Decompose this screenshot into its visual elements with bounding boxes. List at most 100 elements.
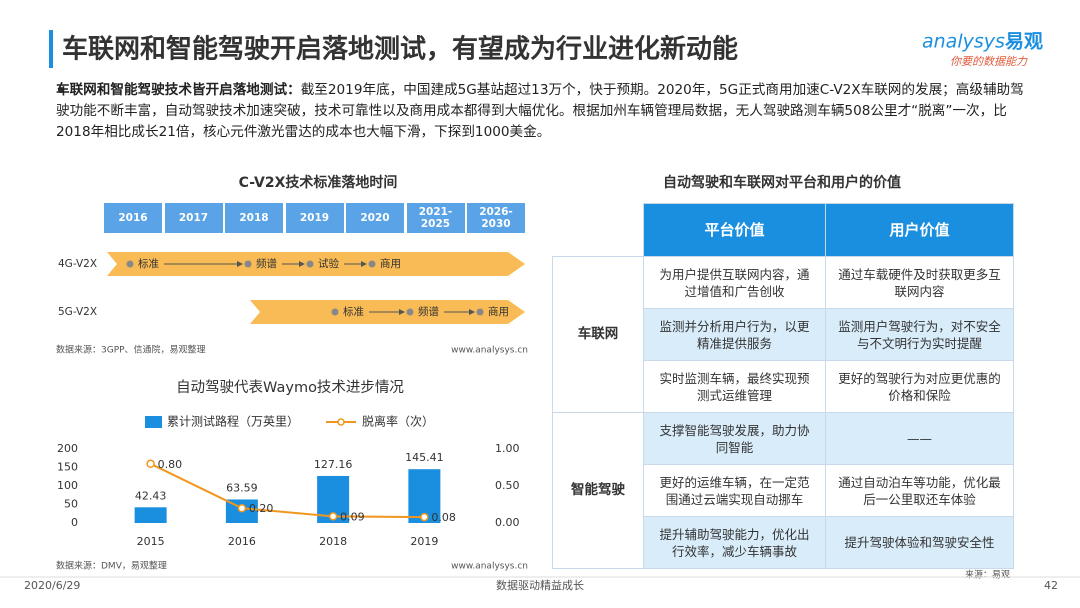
- x-tick-label: 2015: [137, 535, 165, 548]
- table-row: 监测并分析用户行为，以更精准提供服务 监测用户驾驶行为，对不安全与不文明行为实时提…: [553, 308, 1014, 361]
- timeline-arrow: [107, 252, 525, 276]
- table-cell: 提升辅助驾驶能力，优化出行效率，减少车辆事故: [643, 516, 826, 569]
- table-cell: 通过自动泊车等功能，优化最后一公里取还车体验: [825, 464, 1014, 517]
- table-row: 实时监测车辆，最终实现预测式运维管理 更好的驾驶行为对应更优惠的价格和保险: [553, 360, 1014, 413]
- row-label: 4G-V2X: [58, 258, 97, 270]
- y-tick-label: 200: [57, 442, 78, 455]
- y2-tick-label: 0.50: [495, 479, 520, 492]
- line-value-label: 0.09: [340, 510, 365, 523]
- period-label: 2021-2025: [418, 206, 453, 230]
- group-label: 智能驾驶: [552, 412, 644, 569]
- bar-value-label: 42.43: [135, 489, 167, 502]
- summary-text: 截至2019年底，中国建成5G基站超过13万个，快于预期。2020年，5G正式商…: [56, 82, 1024, 140]
- stage-label: 频谱: [418, 305, 439, 318]
- chart-title: 自动驾驶代表Waymo技术进步情况: [176, 379, 404, 396]
- line-point: [328, 512, 338, 521]
- line-point: [420, 512, 429, 522]
- x-tick-label: 2018: [319, 535, 347, 548]
- stage-label: 商用: [488, 305, 509, 318]
- y-tick-label: 50: [64, 498, 78, 511]
- period-label: 2018: [239, 212, 269, 224]
- period-box: 2021-2025: [406, 203, 465, 233]
- title: 车联网和智能驾驶开启落地测试，有望成为行业进化新动能: [62, 34, 738, 65]
- table-cell: 通过车载硬件及时获取更多互联网内容: [825, 256, 1014, 309]
- stage-dot: [368, 260, 376, 268]
- stage-dot: [406, 308, 414, 316]
- period-box: 2017: [164, 203, 223, 233]
- table-cell: 监测并分析用户行为，以更精准提供服务: [643, 308, 826, 361]
- table-cell: 更好的运维车辆，在一定范围通过云端实现自动挪车: [643, 464, 826, 517]
- value-table: 平台价值 用户价值 车联网 为用户提供互联网内容，通过增值和广告创收 通过车载硬件及时…: [552, 203, 1014, 569]
- period-label: 2017: [178, 212, 209, 224]
- y2-tick-label: 1.00: [495, 442, 520, 455]
- column-header: 用户价值: [825, 203, 1014, 257]
- stage-dot: [126, 260, 134, 268]
- table-row: 智能驾驶 支撑智能驾驶发展，助力协同智能 ——: [552, 412, 1014, 569]
- table-source: 来源：易观: [965, 570, 1010, 581]
- y-tick-label: 150: [57, 461, 78, 474]
- footer-slogan: 数据驱动精益成长: [496, 578, 584, 592]
- table-cell: 支撑智能驾驶发展，助力协同智能: [643, 412, 826, 465]
- y2-tick-label: 0.00: [495, 516, 520, 529]
- table-cell: 监测用户驾驶行为，对不安全与不文明行为实时提醒: [825, 308, 1014, 361]
- period-box: 2026-2030: [467, 203, 525, 233]
- timeline-source: 数据来源：3GPP、信通院，易观整理: [56, 344, 206, 356]
- summary-lead: 车联网和智能驾驶技术皆开启落地测试：: [56, 82, 301, 98]
- legend-marker: [337, 418, 345, 426]
- period-label: 2020: [360, 212, 390, 224]
- line-point: [237, 503, 247, 513]
- column-header: 平台价值: [643, 203, 826, 257]
- legend-label: 累计测试路程（万英里）: [167, 414, 299, 429]
- chart-site: www.analysys.cn: [451, 562, 528, 572]
- table-cell: 更好的驾驶行为对应更优惠的价格和保险: [825, 360, 1014, 413]
- footer-date: 2020/6/29: [24, 579, 80, 592]
- stage-dot: [244, 260, 252, 268]
- timeline-site: www.analysys.cn: [451, 346, 528, 356]
- table-cell: 为用户提供互联网内容，通过增值和广告创收: [643, 256, 826, 309]
- bar: [134, 507, 167, 523]
- period-label: 2026-2030: [479, 206, 513, 230]
- period-box: 2019: [285, 203, 344, 233]
- table-cell: 实时监测车辆，最终实现预测式运维管理: [643, 360, 826, 413]
- stage-label: 商用: [380, 257, 401, 270]
- stage-label: 标准: [138, 258, 159, 270]
- table-row: 车联网 为用户提供互联网内容，通过增值和广告创收 通过车载硬件及时获取更多互联网内容: [552, 256, 1014, 413]
- row-label: 5G-V2X: [58, 306, 97, 318]
- header-empty: [552, 203, 644, 257]
- table-row: 提升辅助驾驶能力，优化出行效率，减少车辆事故 提升驾驶体验和驾驶安全性: [553, 516, 1014, 569]
- stage-dot: [306, 260, 314, 268]
- timeline-title: C-V2X技术标准落地时间: [239, 174, 398, 191]
- y-tick-label: 100: [57, 479, 78, 492]
- stage-dot: [331, 308, 339, 316]
- logo-brand: analysys: [922, 31, 1005, 53]
- bullet: [58, 87, 64, 93]
- stage-label: 频谱: [256, 257, 277, 270]
- y-tick-label: 0: [71, 516, 78, 529]
- x-tick-label: 2019: [410, 535, 438, 548]
- stage-label: 标准: [343, 306, 364, 318]
- chart-source: 数据来源：DMV，易观整理: [56, 560, 167, 572]
- period-label: 2016: [118, 212, 148, 224]
- line-value-label: 0.20: [249, 502, 274, 515]
- period-box: 2018: [225, 203, 283, 233]
- footer-page: 42: [1044, 579, 1058, 592]
- period-box: 2016: [104, 203, 162, 233]
- legend-swatch: [145, 416, 162, 428]
- line-value-label: 0.80: [158, 458, 183, 471]
- period-label: 2019: [299, 212, 330, 224]
- table-cell: 提升驾驶体验和驾驶安全性: [825, 516, 1014, 569]
- table-title: 自动驾驶和车联网对平台和用户的价值: [663, 174, 901, 191]
- bar-value-label: 145.41: [405, 451, 444, 464]
- group-label: 车联网: [552, 256, 644, 413]
- title-bar: [49, 30, 53, 68]
- x-tick-label: 2016: [228, 535, 256, 548]
- period-box: 2020: [346, 203, 404, 233]
- logo-slogan: 你要的数据能力: [950, 55, 1028, 68]
- stage-label: 试验: [318, 257, 339, 270]
- summary: 车联网和智能驾驶技术皆开启落地测试：截至2019年底，中国建成5G基站超过13万…: [56, 80, 1031, 143]
- bar-value-label: 63.59: [226, 481, 258, 494]
- line-point: [146, 459, 155, 469]
- stage-dot: [476, 308, 484, 316]
